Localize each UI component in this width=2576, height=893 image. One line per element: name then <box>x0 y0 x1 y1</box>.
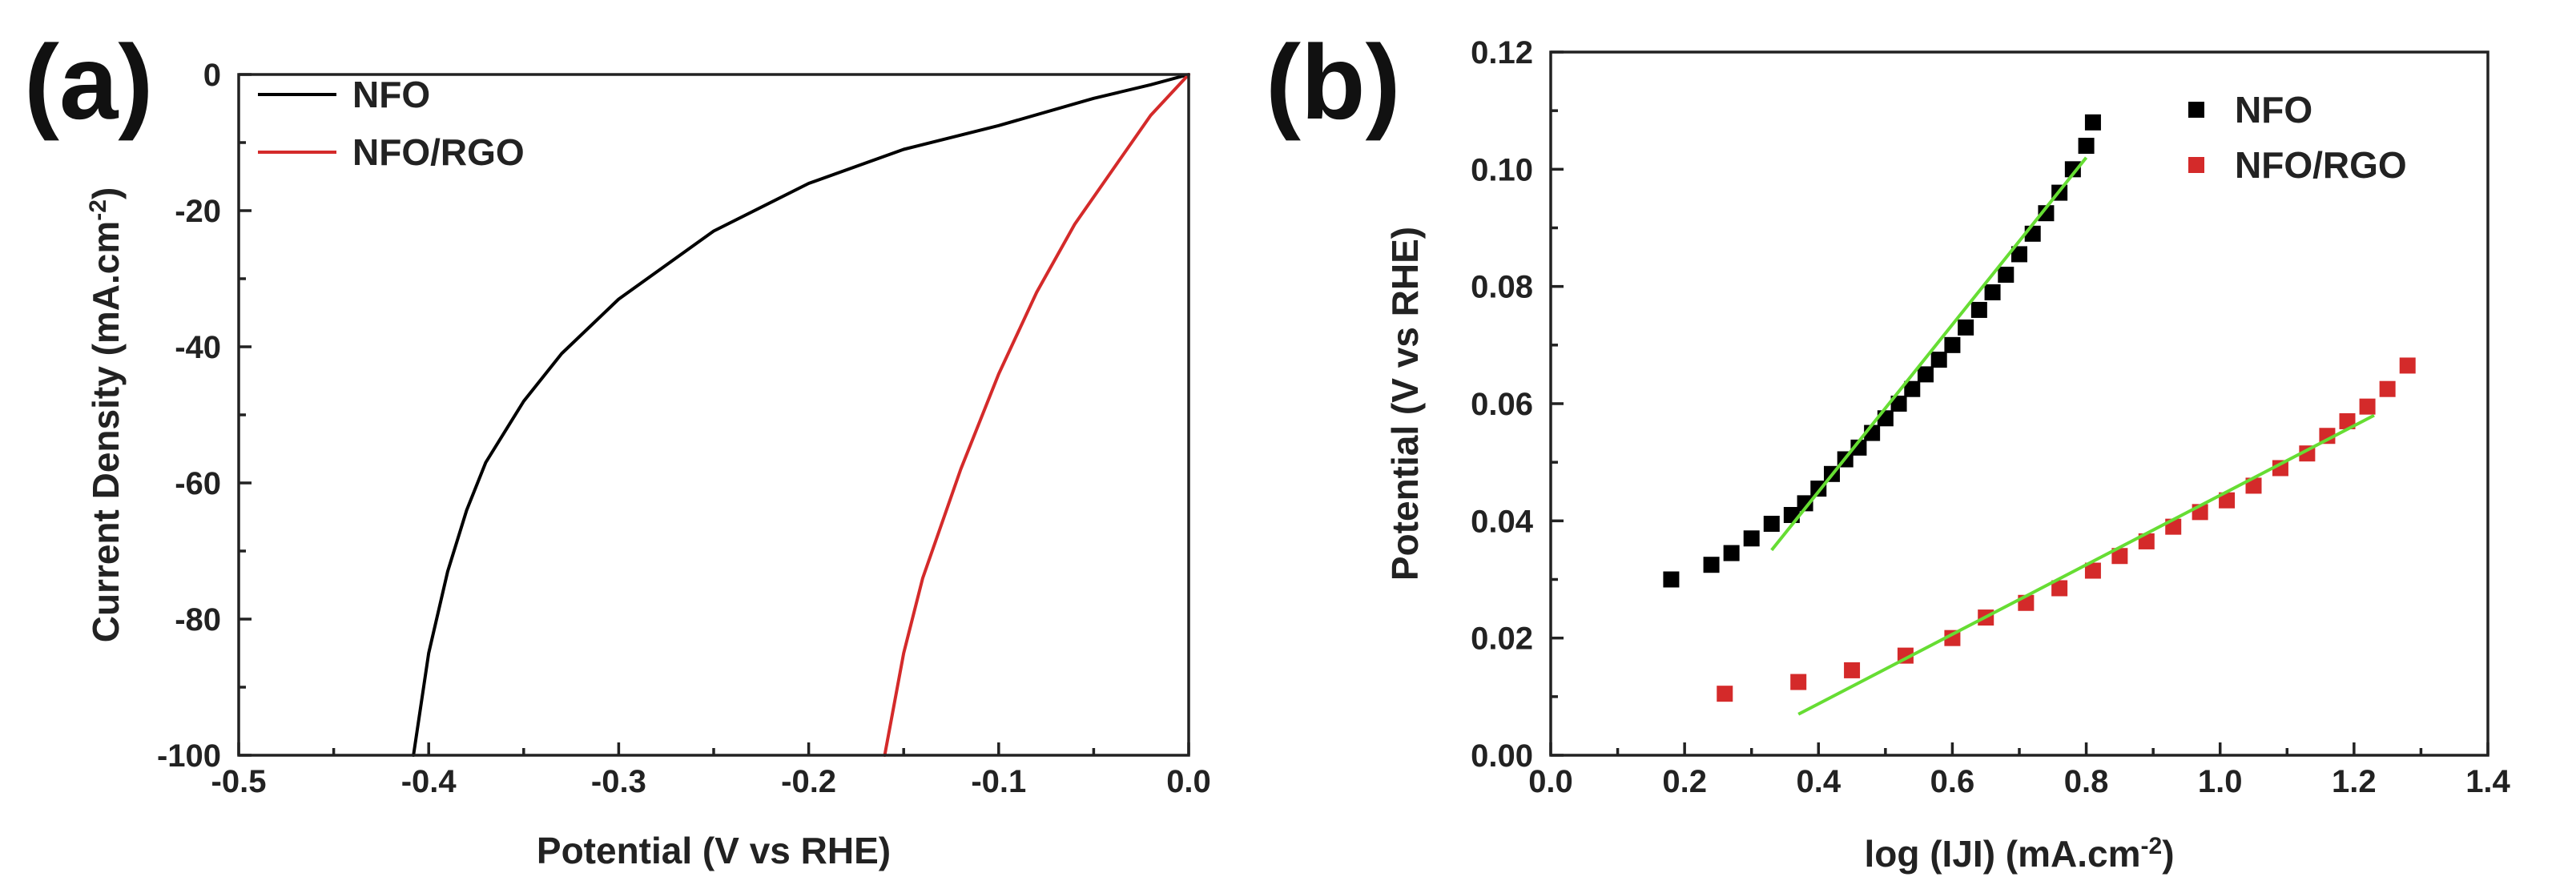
legend-a-nfo-label: NFO <box>352 74 430 115</box>
chart-a-y-tick-label: -60 <box>175 466 221 501</box>
data-point-nfo-rgo <box>2084 562 2101 579</box>
chart-b-x-ticks: 0.0 0.2 0.4 0.6 0.8 1.0 1.2 1.4 <box>1528 742 2511 799</box>
series-line-nfo-rgo <box>883 73 1190 757</box>
data-point-nfo <box>1703 557 1720 573</box>
chart-b-x-axis-title-main: log (IJI) (mA.cm <box>1864 833 2140 875</box>
data-point-nfo-rgo <box>2272 460 2288 477</box>
data-point-nfo <box>1890 396 1907 412</box>
chart-a-y-tick-label: -100 <box>157 738 221 774</box>
chart-b-x-tick-label: 0.0 <box>1528 764 1573 799</box>
data-point-nfo <box>2084 114 2101 131</box>
chart-b-x-tick-label: 0.8 <box>2064 764 2109 799</box>
data-point-nfo <box>1918 366 1934 383</box>
chart-b-y-axis-title: Potential (V vs RHE) <box>1384 227 1426 581</box>
chart-b-x-tick-label: 1.0 <box>2198 764 2243 799</box>
chart-a-y-axis-title-end: ) <box>85 187 127 199</box>
chart-a: -0.5 -0.4 -0.3 -0.2 -0.1 0.0 0 -20 -40 -60 -80 -10… <box>85 58 1211 871</box>
data-point-nfo-rgo <box>2319 428 2336 444</box>
chart-a-y-axis-title-sup: -2 <box>85 199 111 221</box>
data-point-nfo <box>1958 319 1974 336</box>
data-point-nfo-rgo <box>2111 548 2128 565</box>
chart-a-x-axis-title: Potential (V vs RHE) <box>537 830 891 871</box>
chart-a-y-tick-label: -20 <box>175 194 221 229</box>
chart-a-x-ticks: -0.5 -0.4 -0.3 -0.2 -0.1 0.0 <box>211 742 1211 799</box>
chart-a-y-axis-title: Current Density (mA.cm-2) <box>85 187 127 643</box>
data-point-nfo-rgo <box>2379 380 2396 397</box>
chart-a-x-tick-label: 0.0 <box>1166 764 1211 799</box>
chart-a-legend: NFO NFO/RGO <box>258 74 525 173</box>
data-point-nfo-rgo <box>2219 492 2236 509</box>
chart-a-x-tick-label: -0.5 <box>211 764 267 799</box>
chart-b-y-ticks: 0.00 0.02 0.04 0.06 0.08 0.10 0.12 <box>1471 35 1564 774</box>
data-point-nfo-rgo <box>1844 662 1861 678</box>
chart-a-series-group <box>412 73 1190 757</box>
data-point-nfo <box>2011 246 2027 263</box>
chart-b-x-tick-label: 1.2 <box>2332 764 2377 799</box>
fit-line-nfo-rgo <box>1797 413 2375 716</box>
chart-a-x-tick-label: -0.2 <box>781 764 836 799</box>
chart-b-x-tick-label: 0.4 <box>1796 764 1841 799</box>
data-point-nfo <box>2064 161 2081 178</box>
chart-b-x-tick-label: 0.2 <box>1662 764 1707 799</box>
chart-b-y-tick-label: 0.10 <box>1471 152 1533 187</box>
data-point-nfo <box>1743 530 1760 547</box>
chart-a-y-tick-label: -40 <box>175 330 221 365</box>
data-point-nfo <box>1984 284 2001 300</box>
chart-b-legend: NFO NFO/RGO <box>2188 89 2407 186</box>
data-point-nfo-rgo <box>1944 630 1961 646</box>
data-point-nfo <box>1904 380 1921 397</box>
chart-b-y-tick-label: 0.02 <box>1471 621 1533 657</box>
data-point-nfo <box>1850 439 1867 456</box>
data-point-nfo-rgo <box>2399 357 2416 374</box>
chart-a-x-tick-label: -0.4 <box>401 764 457 799</box>
chart-a-y-axis-title-main: Current Density (mA.cm <box>85 221 127 643</box>
data-point-nfo <box>2078 138 2095 155</box>
chart-b-x-axis-title-sup: -2 <box>2141 833 2163 859</box>
data-point-nfo <box>1930 352 1947 368</box>
data-point-nfo <box>1663 571 1680 588</box>
chart-a-frame <box>237 73 1190 757</box>
chart-a-x-tick-label: -0.3 <box>591 764 646 799</box>
legend-a-nforgo-label: NFO/RGO <box>352 131 525 173</box>
fit-line-nfo <box>1770 156 2088 552</box>
legend-b-nforgo-swatch <box>2188 157 2204 173</box>
data-point-nfo <box>1944 336 1961 353</box>
chart-b-y-tick-label: 0.06 <box>1471 387 1533 422</box>
data-point-nfo <box>2038 205 2055 222</box>
chart-a-y-tick-label: 0 <box>203 58 221 93</box>
data-point-nfo <box>1998 267 2015 284</box>
data-point-nfo <box>1763 515 1780 532</box>
data-point-nfo-rgo <box>2339 412 2356 429</box>
legend-b-nforgo-label: NFO/RGO <box>2235 144 2407 186</box>
chart-b-series-group <box>1663 114 2416 716</box>
panel-b-letter: (b) <box>1266 23 1401 141</box>
chart-b-x-axis-title: log (IJI) (mA.cm-2) <box>1864 833 2174 875</box>
series-line-nfo <box>412 73 1190 757</box>
data-point-nfo-rgo <box>1717 686 1733 702</box>
data-point-nfo <box>1723 545 1740 561</box>
chart-a-y-tick-label: -80 <box>175 602 221 638</box>
chart-b-y-tick-label: 0.04 <box>1471 504 1534 539</box>
legend-b-nfo-swatch <box>2188 102 2204 118</box>
panel-a-letter: (a) <box>24 23 153 141</box>
chart-a-y-ticks: 0 -20 -40 -60 -80 -100 <box>157 58 252 774</box>
chart-b-y-tick-label: 0.08 <box>1471 270 1533 305</box>
data-point-nfo-rgo <box>2359 398 2376 415</box>
chart-b-x-tick-label: 0.6 <box>1930 764 1975 799</box>
chart-b-x-tick-label: 1.4 <box>2465 764 2510 799</box>
chart-b-x-axis-title-end: ) <box>2162 833 2174 875</box>
chart-b: 0.0 0.2 0.4 0.6 0.8 1.0 1.2 1.4 0.000.020.040.0… <box>1384 35 2511 875</box>
chart-b-y-tick-label: 0.00 <box>1471 738 1533 774</box>
legend-b-nfo-label: NFO <box>2235 89 2312 131</box>
chart-a-x-tick-label: -0.1 <box>971 764 1026 799</box>
data-point-nfo <box>1797 495 1813 512</box>
data-point-nfo <box>1970 301 1987 318</box>
chart-b-y-tick-label: 0.12 <box>1471 35 1533 70</box>
data-point-nfo-rgo <box>1790 674 1807 690</box>
data-point-nfo-rgo <box>2051 580 2068 597</box>
